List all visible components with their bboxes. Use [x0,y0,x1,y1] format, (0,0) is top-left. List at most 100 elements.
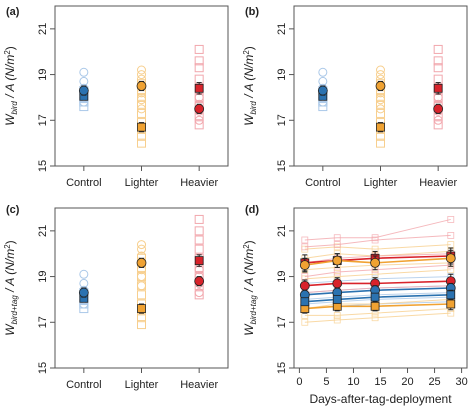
individual-circle-point [376,70,385,80]
mean-circle-point [78,287,89,298]
individual-circle-point [318,76,328,86]
individual-square-point [318,102,328,112]
x-tick-label: Lighter [125,379,159,391]
individual-square-point [137,320,146,330]
mean-series-circle [299,260,310,271]
individual-line [304,312,451,323]
mean-series-square [446,290,456,300]
individual-square-point [137,290,146,300]
mean-square-point [137,122,146,132]
individual-square-point [194,120,204,130]
x-tick-label: 30 [455,376,467,388]
individual-line [304,234,451,248]
y-axis-label-part: ) [3,46,17,50]
y-axis-label-part: W [3,113,17,126]
x-tick-label: Control [305,177,340,189]
individual-point [333,234,341,242]
individual-circle-point [376,65,385,75]
mean-series-line [304,287,451,296]
y-axis-label-part: / A (N/m [242,55,256,101]
individual-point [333,316,341,324]
individual-circle-point [79,76,89,86]
individual-line [304,292,451,300]
y-tick-label: 17 [276,114,288,126]
individual-line [304,285,451,294]
mean-series-line [304,280,451,287]
individual-square-point [433,56,443,66]
individual-point [301,243,309,251]
x-tick-label: Lighter [125,177,159,189]
mean-series-square [446,299,456,309]
individual-square-point [194,244,204,254]
individual-square-point [194,63,204,73]
individual-line [304,276,451,284]
x-tick-label: 0 [296,376,302,388]
y-axis-label-part: ) [242,46,256,50]
y-axis-label-part: W [3,323,17,336]
individual-line [304,253,451,264]
y-axis-label-part: / A (N/m [242,249,256,295]
individual-square-point [194,235,204,245]
y-tick-label: 19 [37,68,49,80]
individual-circle-point [137,104,146,114]
individual-square-point [194,56,204,66]
individual-point [333,268,341,276]
individual-circle-point [79,67,89,77]
individual-line [304,250,451,259]
individual-point [447,216,455,223]
panel-a: (a) 15 17 19 21 Wbird / A (N/m2) Control Lighte… [3,5,229,189]
individual-point [301,318,309,326]
individual-square-point [194,74,204,84]
panel-letter: (d) [245,204,259,216]
x-tick-label: Heavier [419,177,457,189]
x-axis-label: Days-after-tag-deployment [309,392,452,406]
y-axis-label-part: bird [10,101,19,115]
y-tick-label: 21 [276,225,288,237]
individual-line [304,262,451,271]
y-tick-label: 21 [276,23,288,35]
individual-line [304,218,451,241]
y-axis-label-part: W [242,323,256,336]
individual-square-point [137,108,146,118]
individual-point [301,236,309,244]
individual-square-point [194,290,204,300]
individual-square-point [433,44,443,54]
individual-square-point [194,226,204,236]
x-tick-label: Control [66,379,101,391]
individual-square-point [433,120,443,130]
individual-point [447,232,455,239]
mean-circle-point [194,276,205,287]
individual-square-point [376,108,385,118]
individual-square-point [137,138,146,148]
individual-square-point [433,63,443,73]
individual-square-point [79,304,89,314]
individual-line [304,308,451,316]
y-tick-label: 19 [276,68,288,80]
y-tick-label: 17 [276,316,288,328]
individual-circle-point [194,115,204,125]
mean-circle-point [136,81,147,91]
x-tick-label: 15 [374,376,386,388]
mean-square-point [376,122,385,132]
individual-point [371,234,379,242]
individual-circle-point [137,244,146,254]
mean-series-line [304,255,451,264]
panel-c: (c) 15 17 19 21 Wbird+tag / A (N/m2) Control Li… [3,204,229,391]
individual-circle-point [318,67,328,77]
y-axis-label: Wbird+tag / A (N/m2) [242,240,258,335]
mean-series-line [304,294,451,303]
individual-point [333,312,341,319]
individual-circle-point [79,269,89,279]
individual-square-point [376,99,385,109]
individual-square-point [194,214,204,224]
mean-series-line [304,257,451,266]
y-tick-label: 19 [276,270,288,282]
y-axis-label-part: / A (N/m [3,55,17,101]
x-tick-label: Heavier [180,379,218,391]
y-tick-label: 15 [37,160,49,172]
mean-square-point [194,256,204,265]
individual-square-point [137,92,146,102]
y-axis-label-part: / A (N/m [3,249,17,295]
individual-line [304,244,451,250]
